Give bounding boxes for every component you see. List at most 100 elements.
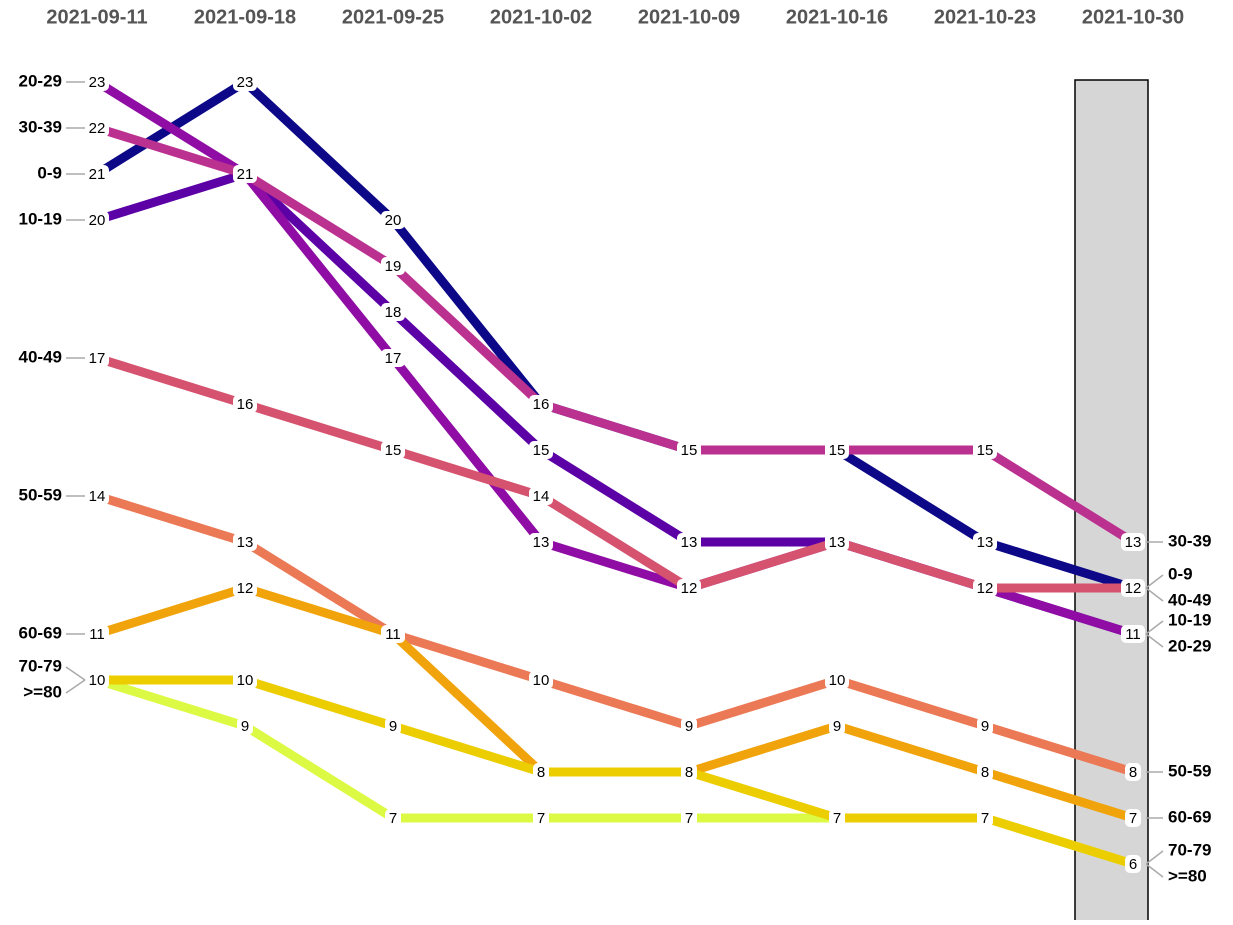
- series-line: [95, 353, 1133, 593]
- point-badge: [677, 441, 701, 459]
- point-value: 21: [89, 166, 106, 183]
- point-badge: [381, 441, 405, 459]
- leader-line: [1145, 620, 1164, 635]
- point-value: 9: [241, 718, 249, 735]
- point-value: 15: [385, 442, 402, 459]
- point-badge: [973, 579, 997, 597]
- series-line: [95, 123, 1136, 546]
- point-value: 10: [533, 672, 550, 689]
- point-badge: [85, 349, 109, 367]
- series-label: 30-39: [1168, 531, 1211, 550]
- point-value: 8: [685, 764, 693, 781]
- point-badge: [529, 487, 553, 505]
- point-badge: [233, 165, 257, 183]
- point-badge: [977, 717, 993, 735]
- date-header: 2021-09-25: [342, 6, 444, 28]
- point-value: 18: [385, 304, 402, 321]
- series-label: 70-79: [19, 656, 62, 675]
- point-badge: [973, 441, 997, 459]
- point-badge: [977, 763, 993, 781]
- point-value: 23: [237, 74, 254, 91]
- point-value: 13: [829, 534, 846, 551]
- point-value: 7: [685, 810, 693, 827]
- point-value: 16: [533, 396, 550, 413]
- date-header: 2021-10-16: [786, 6, 888, 28]
- series-label: 40-49: [19, 347, 62, 366]
- point-badge: [825, 441, 849, 459]
- point-value: 7: [537, 810, 545, 827]
- series-label: 60-69: [1168, 807, 1211, 826]
- point-value: 9: [685, 718, 693, 735]
- date-header: 2021-09-11: [46, 6, 147, 28]
- point-value: 11: [89, 626, 105, 643]
- point-badge: [381, 303, 405, 321]
- series-line: [97, 675, 1135, 869]
- point-value: 14: [89, 488, 106, 505]
- point-value: 15: [829, 442, 846, 459]
- series-line: [94, 77, 1135, 593]
- point-badge: [977, 809, 993, 827]
- date-header: 2021-10-30: [1082, 6, 1184, 28]
- series-label: 20-29: [1168, 636, 1211, 655]
- leader-line: [65, 666, 86, 681]
- series-label: 50-59: [19, 485, 62, 504]
- point-badge: [385, 809, 401, 827]
- series-label: 10-19: [1168, 610, 1211, 629]
- point-badge: [677, 533, 701, 551]
- point-value: 17: [385, 350, 402, 367]
- point-badge: [825, 533, 849, 551]
- point-badge: [85, 211, 109, 229]
- series-label: 0-9: [1168, 564, 1193, 583]
- point-value: 11: [385, 626, 401, 643]
- point-badge: [1121, 625, 1145, 643]
- point-badge: [85, 487, 109, 505]
- point-value: 7: [389, 810, 397, 827]
- series-label: 20-29: [19, 71, 62, 90]
- point-badge: [85, 671, 109, 689]
- point-badge: [1121, 579, 1145, 597]
- point-badge: [233, 579, 257, 597]
- point-badge: [529, 533, 553, 551]
- point-badge: [381, 211, 405, 229]
- point-badge: [381, 257, 405, 275]
- point-value: 13: [533, 534, 550, 551]
- leader-line: [1145, 850, 1164, 865]
- point-badge: [381, 625, 405, 643]
- point-badge: [1125, 809, 1141, 827]
- point-value: 13: [237, 534, 254, 551]
- point-badge: [533, 763, 549, 781]
- point-value: 10: [89, 672, 106, 689]
- point-badge: [85, 165, 109, 183]
- point-badge: [677, 579, 701, 597]
- point-value: 13: [977, 534, 994, 551]
- point-badge: [529, 671, 553, 689]
- point-value: 22: [89, 120, 106, 137]
- leader-line: [1145, 633, 1164, 648]
- series-label: 70-79: [1168, 840, 1211, 859]
- point-value: 7: [981, 810, 989, 827]
- point-value: 20: [385, 212, 402, 229]
- point-badge: [1125, 763, 1141, 781]
- leader-line: [1145, 574, 1164, 589]
- point-badge: [233, 73, 257, 91]
- point-value: 9: [833, 718, 841, 735]
- series-label: 30-39: [19, 117, 62, 136]
- point-badge: [85, 625, 109, 643]
- point-value: 20: [89, 212, 106, 229]
- point-badge: [973, 533, 997, 551]
- leader-line: [65, 679, 86, 694]
- point-badge: [85, 119, 109, 137]
- point-value: 11: [1125, 626, 1141, 643]
- point-badge: [829, 717, 845, 735]
- point-badge: [381, 349, 405, 367]
- point-value: 19: [385, 258, 402, 275]
- point-badge: [825, 671, 849, 689]
- point-value: 15: [681, 442, 698, 459]
- point-value: 6: [1129, 856, 1137, 873]
- point-value: 12: [977, 580, 994, 597]
- series-label: 50-59: [1168, 761, 1211, 780]
- point-badge: [233, 395, 257, 413]
- point-value: 16: [237, 396, 254, 413]
- point-value: 8: [1129, 764, 1137, 781]
